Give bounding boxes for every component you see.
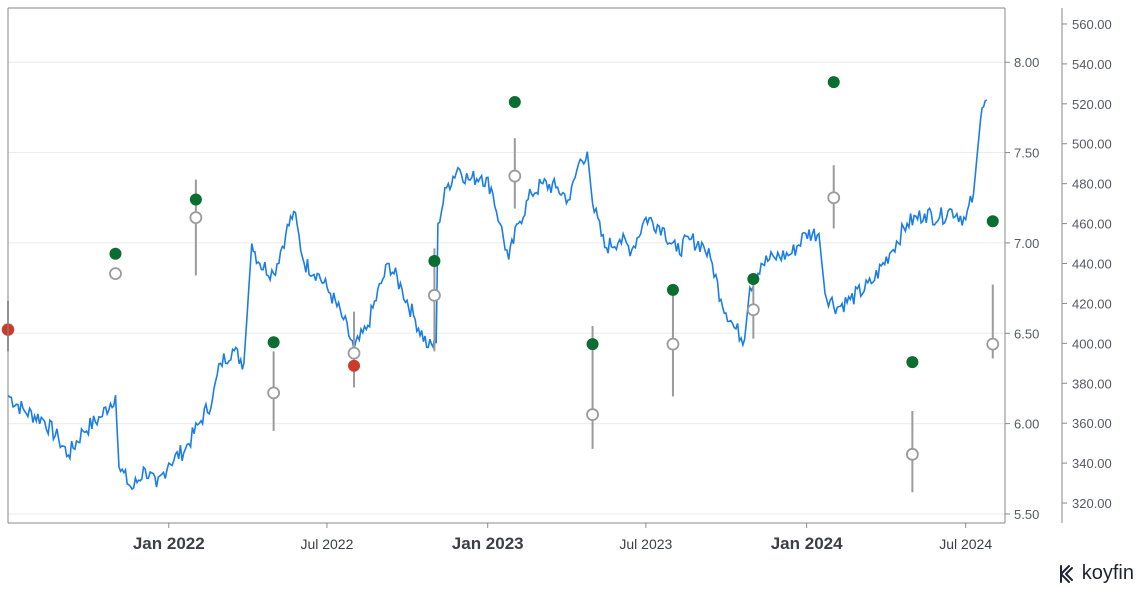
actual-eps-layer xyxy=(2,76,999,372)
actual-point-beat xyxy=(747,273,760,286)
x-axis: Jan 2022 Jul 2022 Jan 2023 Jul 2023 Jan 2024… xyxy=(133,523,992,553)
estimate-point xyxy=(746,303,760,317)
price-tick-label: 420.00 xyxy=(1072,296,1112,311)
eps-tick-label: 7.00 xyxy=(1014,236,1039,251)
actual-point-beat xyxy=(428,254,441,267)
x-tick-label: Jul 2022 xyxy=(300,536,353,552)
koyfin-logo: koyfin xyxy=(1058,562,1134,585)
x-tick-label: Jul 2023 xyxy=(619,536,672,552)
actual-point-beat xyxy=(586,338,599,351)
actual-point-beat xyxy=(508,95,521,108)
price-tick-label: 540.00 xyxy=(1072,57,1112,72)
estimate-point xyxy=(267,386,281,400)
plot-frame xyxy=(7,7,1063,524)
estimate-point xyxy=(586,408,599,421)
estimate-point xyxy=(508,169,522,183)
brand-name: koyfin xyxy=(1081,562,1134,584)
actual-point-beat xyxy=(827,76,840,89)
price-tick-label: 500.00 xyxy=(1072,137,1112,152)
estimate-point xyxy=(666,337,680,351)
eps-tick-label: 7.50 xyxy=(1014,146,1039,161)
actual-point-beat xyxy=(986,215,999,228)
estimate-layer xyxy=(1,138,1000,493)
x-tick-label: Jul 2024 xyxy=(939,536,992,552)
price-tick-label: 380.00 xyxy=(1072,376,1112,391)
price-tick-label: 320.00 xyxy=(1072,496,1112,511)
eps-axis: 8.00 7.50 7.00 6.50 6.00 5.50 xyxy=(1005,55,1039,522)
estimate-point xyxy=(347,346,361,360)
actual-point-beat xyxy=(906,356,919,369)
x-tick-label: Jan 2022 xyxy=(133,534,205,553)
price-tick-label: 440.00 xyxy=(1072,257,1112,272)
estimate-point xyxy=(109,267,122,281)
price-tick-label: 460.00 xyxy=(1072,217,1112,232)
actual-point-beat xyxy=(109,247,122,260)
price-tick-label: 560.00 xyxy=(1072,17,1112,32)
koyfin-logo-icon xyxy=(1059,564,1073,583)
x-tick-label: Jan 2024 xyxy=(771,534,843,553)
eps-tick-label: 6.50 xyxy=(1014,326,1039,341)
eps-tick-label: 6.00 xyxy=(1014,417,1039,432)
eps-tick-label: 8.00 xyxy=(1014,55,1039,70)
actual-point-miss xyxy=(348,359,361,372)
eps-tick-label: 5.50 xyxy=(1014,507,1039,522)
x-tick-label: Jan 2023 xyxy=(452,534,524,553)
price-line xyxy=(7,99,988,491)
price-axis: 560.00 540.00 520.00 500.00 480.00 460.00 440.… xyxy=(1062,17,1112,511)
estimate-point xyxy=(827,191,841,205)
actual-point-beat xyxy=(666,283,679,296)
estimate-point xyxy=(905,447,919,461)
estimate-point xyxy=(189,211,203,225)
price-tick-label: 520.00 xyxy=(1072,97,1112,112)
actual-point-beat xyxy=(189,193,202,206)
gridlines xyxy=(8,61,1005,515)
price-tick-label: 360.00 xyxy=(1072,416,1112,431)
price-tick-label: 340.00 xyxy=(1072,456,1112,471)
price-tick-label: 480.00 xyxy=(1072,177,1112,192)
estimate-point xyxy=(986,337,1000,351)
estimate-point xyxy=(428,288,441,302)
actual-point-beat xyxy=(267,336,280,349)
price-tick-label: 400.00 xyxy=(1072,336,1112,351)
